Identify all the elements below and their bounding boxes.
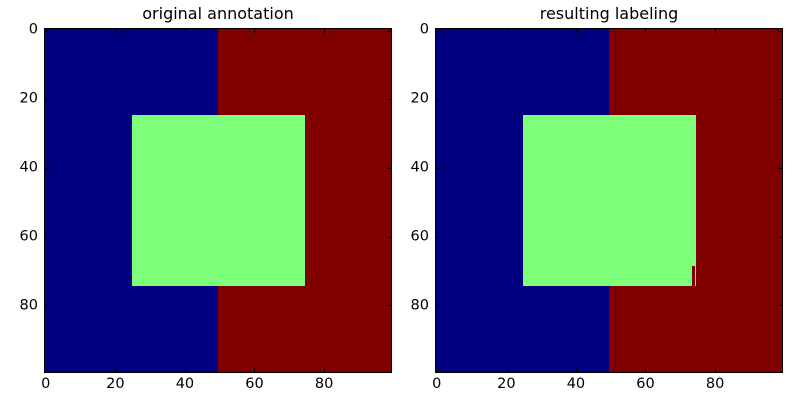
x-tick-label: 60 (636, 376, 655, 392)
y-tick-mark (387, 236, 391, 238)
x-tick-mark (185, 29, 187, 33)
x-tick-label: 0 (432, 376, 442, 392)
x-tick-label: 40 (566, 376, 586, 392)
y-tick-label: 0 (28, 21, 38, 38)
y-tick-mark (387, 99, 391, 101)
x-tick-mark (323, 368, 325, 372)
x-axis: 0 20 40 60 80 (432, 374, 783, 396)
plot-canvas (44, 28, 392, 373)
plot-canvas (435, 28, 783, 373)
y-tick-label: 60 (410, 228, 429, 245)
y-tick-mark (436, 167, 440, 169)
x-tick-label: 20 (497, 376, 516, 392)
y-tick-label: 40 (410, 159, 429, 176)
x-tick-label: 40 (175, 376, 195, 392)
y-tick-mark (436, 305, 440, 307)
x-tick-mark (185, 368, 187, 372)
x-tick-label: 20 (106, 376, 125, 392)
x-tick-label: 0 (41, 376, 51, 392)
y-tick-mark (778, 236, 782, 238)
x-tick-mark (254, 368, 256, 372)
x-tick-mark (714, 29, 716, 33)
x-tick-mark (506, 368, 508, 372)
y-tick-mark (387, 305, 391, 307)
y-tick-mark (45, 167, 49, 169)
misclassified-notch-bottom-right (692, 266, 696, 287)
x-tick-mark (506, 29, 508, 33)
y-tick-mark (45, 99, 49, 101)
x-tick-mark (323, 29, 325, 33)
y-tick-label: 20 (410, 90, 429, 107)
x-tick-mark (115, 368, 117, 372)
y-tick-mark (45, 30, 49, 32)
y-tick-mark (45, 305, 49, 307)
y-axis: 0 20 40 60 80 (0, 21, 38, 373)
y-tick-mark (778, 167, 782, 169)
plot-title: original annotation (142, 4, 294, 23)
y-tick-mark (436, 236, 440, 238)
y-tick-label: 40 (19, 159, 38, 176)
x-tick-mark (645, 368, 647, 372)
y-tick-mark (778, 305, 782, 307)
y-tick-label: 60 (19, 228, 38, 245)
foreground-green-square (522, 114, 696, 287)
y-tick-mark (436, 30, 440, 32)
x-tick-label: 60 (245, 376, 264, 392)
x-axis: 0 20 40 60 80 (41, 374, 392, 396)
y-tick-label: 80 (410, 297, 429, 314)
x-tick-mark (576, 368, 578, 372)
x-tick-mark (115, 29, 117, 33)
x-tick-mark (254, 29, 256, 33)
y-tick-mark (436, 99, 440, 101)
y-tick-mark (778, 30, 782, 32)
x-tick-mark (437, 368, 439, 372)
y-tick-mark (778, 99, 782, 101)
y-tick-label: 20 (19, 90, 38, 107)
y-tick-label: 80 (19, 297, 38, 314)
y-tick-mark (387, 167, 391, 169)
y-tick-mark (387, 30, 391, 32)
x-tick-mark (714, 368, 716, 372)
x-tick-mark (576, 29, 578, 33)
subplot-resulting-labeling: resulting labeling 0 20 40 60 80 0 20 40 60 80 (411, 0, 783, 400)
x-tick-mark (46, 368, 48, 372)
y-axis: 0 20 40 60 80 (391, 21, 429, 373)
x-tick-label: 80 (705, 376, 725, 392)
y-tick-mark (45, 236, 49, 238)
y-tick-label: 0 (419, 21, 429, 38)
foreground-green-square (131, 114, 305, 287)
x-tick-mark (645, 29, 647, 33)
x-tick-label: 80 (314, 376, 334, 392)
plot-title: resulting labeling (539, 4, 679, 23)
subplot-original-annotation: original annotation 0 20 40 60 80 0 20 40 60 80 (20, 0, 392, 400)
